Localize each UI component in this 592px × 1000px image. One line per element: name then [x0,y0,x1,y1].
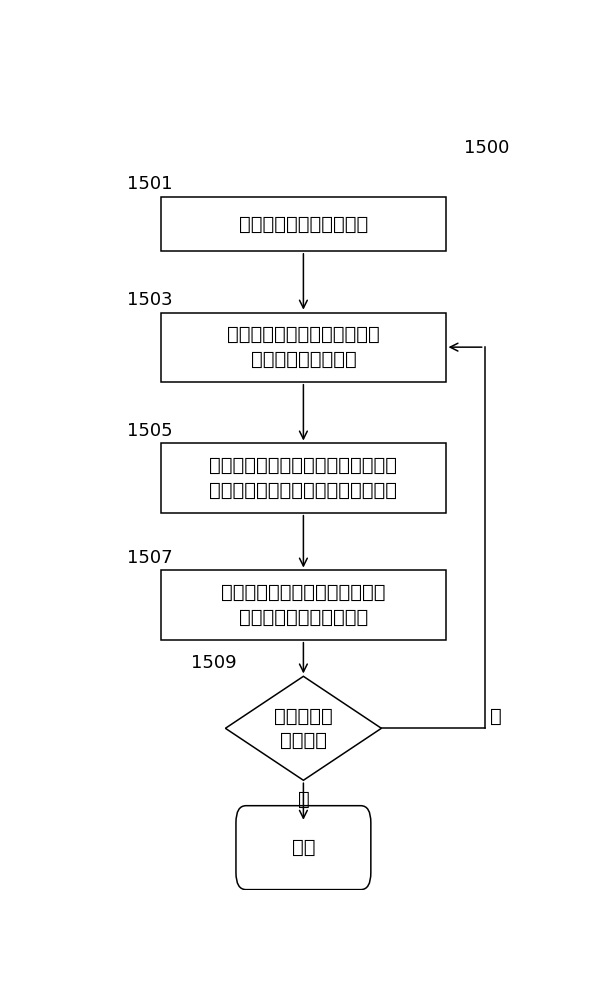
FancyBboxPatch shape [161,197,446,251]
Text: 点来计算经变换的信号值: 点来计算经变换的信号值 [239,608,368,627]
Text: 跨测序单元之上应用电压: 跨测序单元之上应用电压 [239,214,368,233]
FancyBboxPatch shape [161,313,446,382]
Text: 1503: 1503 [127,291,172,309]
FancyBboxPatch shape [161,443,446,513]
Text: 1505: 1505 [127,422,172,440]
Text: 通过将二维变换应用于二维数据: 通过将二维变换应用于二维数据 [221,583,385,602]
Text: 是: 是 [490,707,502,726]
Text: 获取与获取的信号值相互关联的相互: 获取与获取的信号值相互关联的相互 [210,456,397,475]
Text: 否: 否 [298,790,309,809]
Text: 在交流信号的第一部分期间从: 在交流信号的第一部分期间从 [227,325,380,344]
Text: 1501: 1501 [127,175,172,193]
Polygon shape [226,676,381,780]
Text: 获取另一个: 获取另一个 [274,706,333,725]
Text: 关联的信号值，由此形成二维数据点: 关联的信号值，由此形成二维数据点 [210,481,397,500]
Text: 1509: 1509 [191,654,237,672]
FancyBboxPatch shape [236,806,371,890]
Text: 信号值？: 信号值？ [280,731,327,750]
Text: 1500: 1500 [465,139,510,157]
Text: 结束: 结束 [292,838,315,857]
Text: 1507: 1507 [127,549,172,567]
Text: 测序单元获取信号值: 测序单元获取信号值 [250,350,356,369]
FancyBboxPatch shape [161,570,446,640]
